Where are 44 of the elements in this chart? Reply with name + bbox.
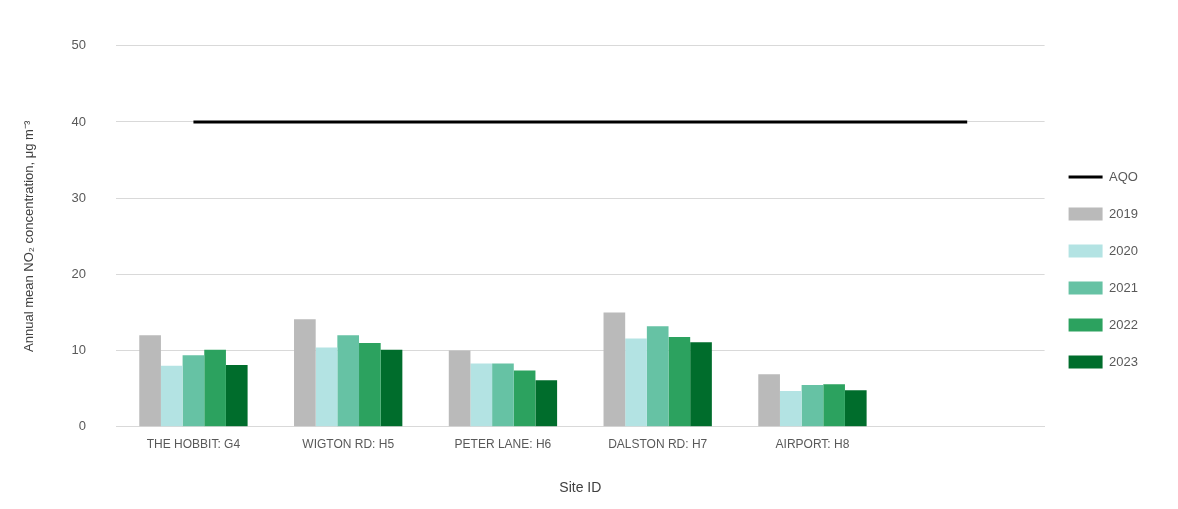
legend-label: 2023: [1109, 353, 1138, 369]
bar: [603, 312, 626, 427]
x-tick-label: AIRPORT: H8: [775, 437, 850, 452]
x-axis-title: Site ID: [559, 479, 602, 496]
bar: [758, 374, 780, 427]
bar: [160, 365, 183, 427]
bar: [470, 363, 493, 427]
legend-label: 2021: [1109, 279, 1138, 295]
bar: [513, 370, 536, 427]
bar: [139, 335, 161, 427]
y-tick-label: 20: [71, 265, 87, 281]
bar: [779, 390, 802, 427]
bar: [823, 384, 845, 427]
y-axis-title: Annual mean NO₂ concentration, μg m⁻³: [21, 120, 37, 352]
x-tick-label: THE HOBBIT: G4: [146, 437, 241, 452]
x-tick-label: PETER LANE: H6: [454, 437, 552, 452]
x-tick-label: DALSTON RD: H7: [608, 437, 708, 452]
bar: [535, 380, 558, 427]
y-tick-label: 40: [71, 113, 87, 129]
bar: [668, 336, 691, 427]
bar: [625, 338, 647, 427]
y-tick-label: 0: [78, 418, 87, 434]
bar: [690, 342, 712, 427]
legend-label: 2019: [1109, 205, 1138, 221]
legend-label: AQO: [1109, 168, 1138, 184]
bar: [380, 349, 403, 427]
bar: [844, 390, 867, 427]
bar: [359, 342, 381, 427]
bar: [225, 365, 248, 427]
bar: [492, 363, 514, 427]
bar: [801, 384, 824, 427]
legend-label: 2022: [1109, 316, 1138, 332]
y-tick-label: 50: [71, 37, 87, 53]
bar: [337, 335, 360, 427]
bar: [182, 355, 205, 427]
legend-label: 2020: [1109, 242, 1138, 258]
bar: [646, 326, 669, 427]
bar: [448, 350, 471, 427]
bar: [315, 347, 338, 427]
y-tick-label: 10: [71, 342, 87, 358]
y-tick-label: 30: [71, 189, 87, 205]
bar: [294, 319, 316, 427]
bar: [204, 349, 226, 427]
x-tick-label: WIGTON RD: H5: [302, 437, 395, 452]
